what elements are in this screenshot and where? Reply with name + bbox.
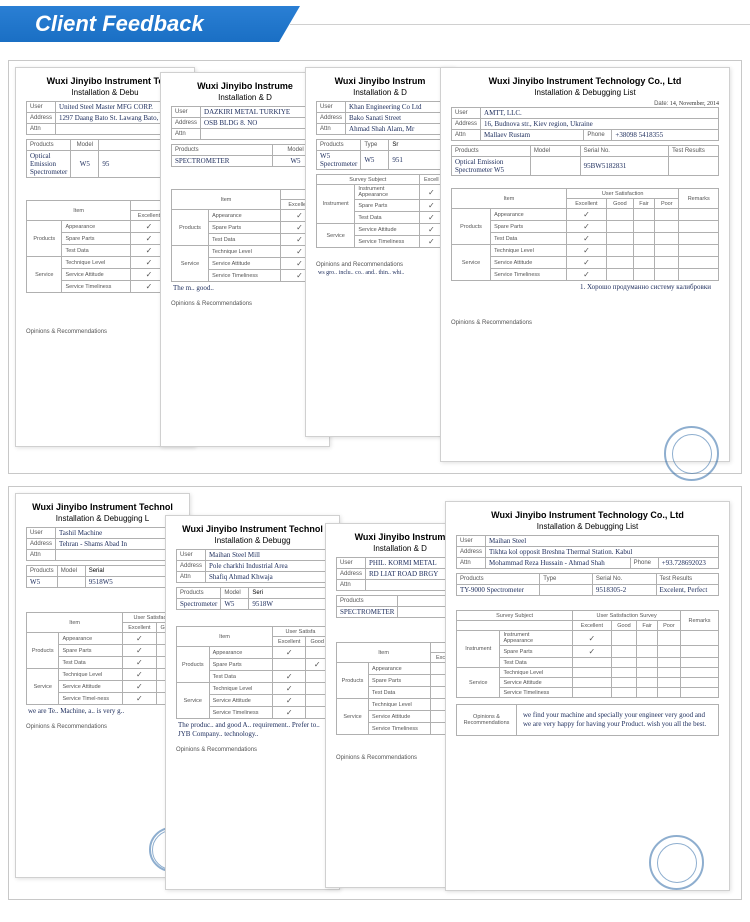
product-fields: ProductsModelSerial No.Test Results Opti… [451,145,719,176]
form-subtitle: Installation & D [316,88,444,97]
opinions-text: The produc.. and good A.. requirement.. … [176,719,329,741]
product-fields: ProductsTypeSerial No.Test Results TY-90… [456,573,719,596]
form-company: Wuxi Jinyibo Instrument Technology Co., … [456,510,719,520]
form-company: Wuxi Jinyibo Instrument Technol [176,524,329,534]
header-fields: UserTashil Machine AddressTehran - Shams… [26,527,179,561]
opinions-text: we find your machine and specially your … [521,709,714,731]
opinions-text: we are Te.. Machine, a.. is very g.. [26,705,179,718]
form-subtitle: Installation & Debugging List [456,522,719,531]
form-r2c4: Wuxi Jinyibo Instrument Technology Co., … [445,501,730,891]
survey-table: Item Excellent ProductsAppearance✓ Spare… [171,189,319,282]
form-r2c2: Wuxi Jinyibo Instrument Technol Installa… [165,515,340,890]
header-fields: UserAMTT, LLC. Address16, Budnova str., … [451,107,719,141]
opinions-text: ws gro.. inclu.. co.. and.. thin.. whi.. [316,268,444,280]
forms-row-2: Wuxi Jinyibo Instrument Technol Installa… [8,486,742,900]
header-fields: UserMaihan Steel AddressTikhta kol oppos… [456,535,719,569]
survey-table: ItemUser SatisfactionRemarks ExcellentGo… [451,188,719,281]
header-fields: UserMaihan Steel Mill AddressPole charkh… [176,549,329,583]
opinions-text: The m.. good.. [171,282,319,295]
form-company: Wuxi Jinyibo Instrument Technol [26,502,179,512]
stamp-icon [649,835,704,890]
form-subtitle: Installation & Debugging L [26,514,179,523]
form-company: Wuxi Jinyibo Instrume [171,81,319,91]
opinions-label: Opinions & Recommendations [171,301,319,307]
form-company: Wuxi Jinyibo Instrum [316,76,444,86]
banner-title: Client Feedback [35,11,204,37]
stamp-icon [664,426,719,481]
survey-table: Survey SubjectExcell InstrumentInstrumen… [316,174,444,248]
product-fields: ProductsModelSeri SpectrometerW59518W [176,587,329,610]
form-subtitle: Installation & Debugging List [451,88,719,97]
survey-table: ItemUser Satisfa ExcellentGood ProductsA… [176,626,329,719]
product-fields: ProductsModelSerial W59518W5 [26,565,179,588]
opinions-text: 1. Хорошо продуманно систему калибровки [451,281,719,294]
form-r2c1: Wuxi Jinyibo Instrument Technol Installa… [15,493,190,878]
banner-tab: Client Feedback [0,6,300,42]
form-subtitle: Installation & D [171,93,319,102]
product-fields: ProductsModel SPECTROMETERW5 [171,144,319,167]
opinions-label: Opinions & Recommendations [451,320,719,326]
form-company: Wuxi Jinyibo Instrument Technology Co., … [451,76,719,86]
form-r1c3: Wuxi Jinyibo Instrum Installation & D Us… [305,67,455,437]
header-fields: UserDAZKIRI METAL TURKIYE AddressOSB BLD… [171,106,319,140]
form-r1c4: Wuxi Jinyibo Instrument Technology Co., … [440,67,730,462]
product-fields: ProductsTypeSr W5 SpectrometerW5951 [316,139,444,170]
header-fields: UserKhan Engineering Co Ltd AddressBako … [316,101,444,135]
opinions-label: Opinions & Recommendations [176,747,329,753]
banner-divider [290,24,750,25]
survey-table: Survey SubjectUser Satisfaction SurveyRe… [456,610,719,698]
forms-row-1: Wuxi Jinyibo Instrument Te Installation … [8,60,742,474]
header-banner: Client Feedback [0,0,750,48]
form-subtitle: Installation & Debugg [176,536,329,545]
opinions-box: Opinions & Recommendations we find your … [456,704,719,736]
survey-table: ItemUser Satisfact ExcellentGood Product… [26,612,179,705]
opinions-label: Opinions & Recommendations [26,724,179,730]
